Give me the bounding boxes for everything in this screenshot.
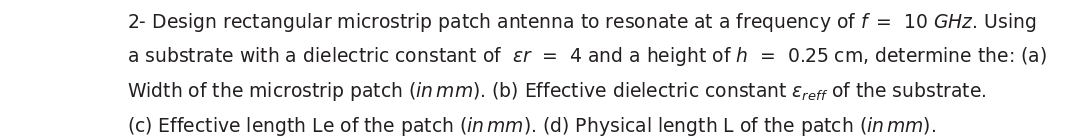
Text: 2- Design rectangular microstrip patch antenna to resonate at a frequency of $f\: 2- Design rectangular microstrip patch a… xyxy=(127,11,1037,34)
Text: Width of the microstrip patch $(in\,mm)$. (b) Effective dielectric constant $\va: Width of the microstrip patch $(in\,mm)$… xyxy=(127,80,987,103)
Text: a substrate with a dielectric constant of  $\varepsilon r$  =  4 and a height of: a substrate with a dielectric constant o… xyxy=(127,45,1048,68)
Text: (c) Effective length Le of the patch $(in\,mm)$. (d) Physical length L of the pa: (c) Effective length Le of the patch $(i… xyxy=(127,115,936,138)
